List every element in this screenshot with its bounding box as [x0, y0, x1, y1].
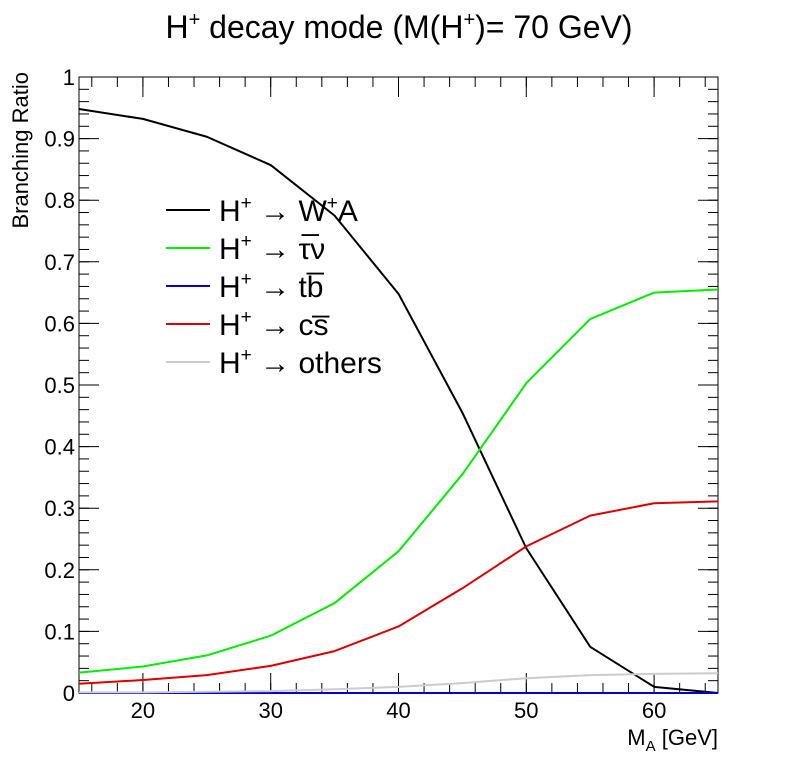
series-line-0	[78, 108, 719, 694]
y-tick-label: 0.8	[44, 188, 75, 213]
title-sup-1: +	[189, 9, 201, 31]
chart-title: H+ decay mode (M(H+)= 70 GeV)	[165, 9, 632, 45]
legend-label-2: H+ → tb̅	[219, 269, 324, 304]
title-main: H	[165, 9, 188, 45]
legend-label-3: H+ → cs̅	[219, 307, 330, 342]
legend-label-0: H+ → W+A	[219, 193, 358, 228]
y-tick-label: 0.3	[44, 496, 75, 521]
x-tick-label: 60	[642, 698, 666, 723]
y-tick-label: 0.6	[44, 311, 75, 336]
title-sup-2: +	[463, 9, 475, 31]
x-label-main: M	[627, 725, 645, 750]
x-tick-label: 20	[131, 698, 155, 723]
x-tick-label: 40	[386, 698, 410, 723]
y-tick-label: 1	[63, 65, 75, 90]
y-axis-label: Branching Ratio	[8, 72, 33, 229]
y-tick-label: 0.5	[44, 373, 75, 398]
title-mid: decay mode (M(H	[200, 9, 463, 45]
title-end: )= 70 GeV)	[475, 9, 632, 45]
y-tick-label: 0.4	[44, 435, 75, 460]
plot-frame	[78, 76, 719, 694]
y-tick-label: 0.1	[44, 619, 75, 644]
y-tick-label: 0.2	[44, 558, 75, 583]
y-tick-label: 0.7	[44, 250, 75, 275]
series-line-3	[78, 500, 719, 685]
legend-label-4: H+ → others	[219, 345, 382, 380]
x-tick-label: 30	[258, 698, 282, 723]
x-axis-label: MA [GeV]	[627, 725, 718, 755]
y-tick-label: 0.9	[44, 127, 75, 152]
legend-label-1: H+ → τ̅ν	[219, 231, 325, 266]
x-label-rest: [GeV]	[656, 725, 718, 750]
x-tick-label: 50	[514, 698, 538, 723]
y-tick-label: 0	[63, 681, 75, 706]
series-line-1	[78, 288, 719, 674]
series-line-4	[79, 672, 719, 694]
x-label-sub: A	[646, 738, 656, 755]
